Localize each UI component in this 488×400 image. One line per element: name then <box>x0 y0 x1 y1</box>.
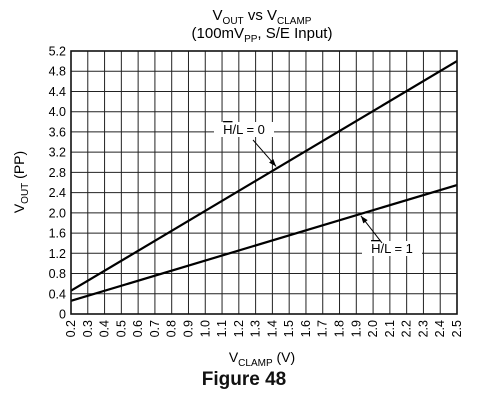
y-tick-label: 1.2 <box>49 247 66 261</box>
y-tick-label: 0.8 <box>49 267 66 281</box>
y-tick-label: 3.6 <box>49 125 66 139</box>
x-tick-label: 1.8 <box>333 320 347 337</box>
series-line-hl1 <box>70 183 458 302</box>
annotation-background <box>362 241 422 256</box>
x-tick-labels: 0.2 0.3 0.4 0.5 0.6 0.7 0.8 0.9 1.0 1.1 1.2 1.3 1.4 1… <box>64 320 464 337</box>
y-tick-label: 0 <box>59 308 66 322</box>
y-tick-label: 4.8 <box>49 65 66 79</box>
y-tick-label: 5.2 <box>49 45 66 59</box>
annotation-arrowhead <box>269 158 277 167</box>
figure-caption: Figure 48 <box>201 369 287 390</box>
x-tick-label: 1.1 <box>215 320 229 337</box>
annotation-label-rest: /L = 0 <box>232 122 264 137</box>
x-tick-label: 1.4 <box>265 320 279 337</box>
annotation-label-rest: /L = 1 <box>380 241 412 256</box>
y-tick-label: 2.4 <box>49 186 66 200</box>
y-tick-label: 4.4 <box>49 85 66 99</box>
y-tick-labels: 0 0.4 0.8 1.2 1.6 2.0 2.4 2.8 3.2 3.6 4.0 4.4 4.8 5.2 <box>49 45 66 322</box>
series-line-hl0 <box>70 60 458 292</box>
plot-border <box>70 50 458 315</box>
x-tick-label: 2.5 <box>450 320 464 337</box>
x-tick-label: 0.9 <box>181 320 195 337</box>
annotation-arrowhead <box>360 215 368 224</box>
y-tick-label: 2.8 <box>49 166 66 180</box>
series-annotations: H/L = 0H/L = 1 <box>214 122 422 256</box>
annotation-label: H/L = 1 <box>371 241 413 256</box>
x-tick-label: 1.0 <box>198 320 212 337</box>
chart-title-line2: (100mVPP, S/E Input) <box>192 25 333 45</box>
plot-frame <box>70 50 458 315</box>
x-tick-label: 1.7 <box>316 320 330 337</box>
x-axis-label: VCLAMP (V) <box>229 349 295 369</box>
x-tick-label: 2.3 <box>416 320 430 337</box>
x-tick-label: 2.0 <box>366 320 380 337</box>
y-tick-label: 1.6 <box>49 227 66 241</box>
x-tick-label: 2.1 <box>383 320 397 337</box>
annotation-label-overline: H <box>371 241 380 256</box>
annotation-hl1: H/L = 1 <box>360 215 422 256</box>
y-tick-label: 0.4 <box>49 287 66 301</box>
y-tick-label: 4.0 <box>49 105 66 119</box>
chart-title-line1: VOUT vs VCLAMP <box>213 7 312 27</box>
x-tick-label: 1.2 <box>232 320 246 337</box>
x-tick-label: 0.8 <box>165 320 179 337</box>
x-tick-label: 0.4 <box>98 320 112 337</box>
x-tick-label: 2.4 <box>433 320 447 337</box>
annotation-label: H/L = 0 <box>223 122 265 137</box>
y-axis-label: VOUT (PP) <box>11 151 31 213</box>
x-tick-label: 1.3 <box>249 320 263 337</box>
x-tick-label: 2.2 <box>400 320 414 337</box>
series-lines <box>70 60 458 302</box>
annotation-hl0: H/L = 0 <box>214 122 277 167</box>
y-tick-label: 2.0 <box>49 206 66 220</box>
chart-title: VOUT vs VCLAMP (100mVPP, S/E Input) <box>192 7 333 45</box>
x-tick-label: 1.5 <box>282 320 296 337</box>
y-tick-label: 3.2 <box>49 146 66 160</box>
x-tick-label: 0.3 <box>81 320 95 337</box>
x-tick-label: 0.5 <box>114 320 128 337</box>
x-tick-label: 0.6 <box>131 320 145 337</box>
x-tick-label: 1.9 <box>349 320 363 337</box>
annotation-label-overline: H <box>223 122 232 137</box>
x-tick-label: 0.2 <box>64 320 78 337</box>
annotation-background <box>214 122 274 137</box>
x-tick-label: 0.7 <box>148 320 162 337</box>
x-tick-label: 1.6 <box>299 320 313 337</box>
grid <box>70 50 458 315</box>
